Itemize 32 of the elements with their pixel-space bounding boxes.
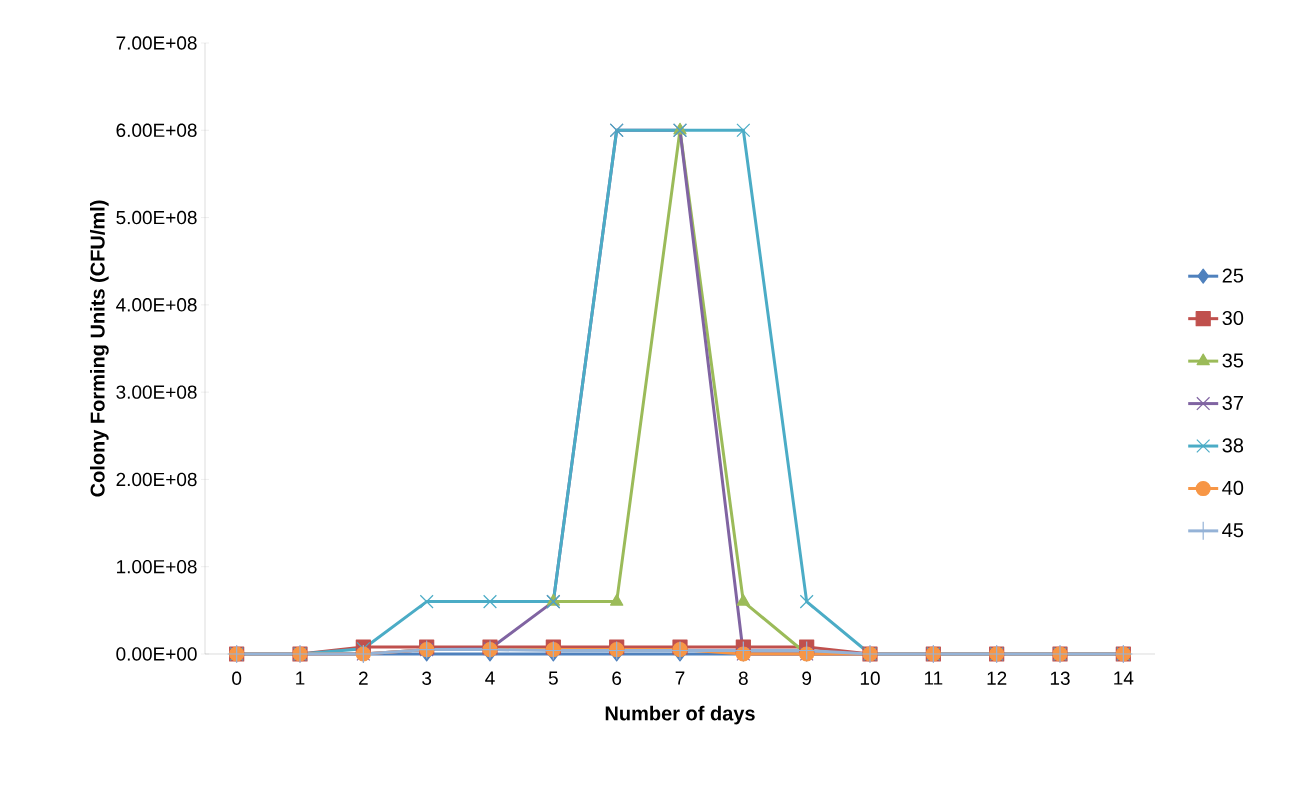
x-axis-title: Number of days — [605, 705, 755, 725]
x-tick-label: 7 — [675, 671, 685, 685]
x-tick-label: 8 — [738, 671, 748, 685]
x-tick-label: 12 — [987, 671, 1007, 685]
x-tick-label: 5 — [548, 671, 558, 685]
x-tick-label: 0 — [232, 671, 242, 685]
y-axis-title: Colony Forming Units (CFU/ml) — [90, 200, 109, 497]
x-tick-label: 4 — [485, 671, 495, 685]
legend-label: 35 — [1222, 353, 1244, 368]
y-tick-label: 4.00E+08 — [116, 298, 197, 312]
x-tick-label: 2 — [359, 671, 368, 685]
x-tick-label: 1 — [296, 671, 305, 685]
y-tick-label: 2.00E+08 — [116, 472, 197, 487]
x-tick-label: 13 — [1050, 671, 1070, 685]
y-tick-label: 0.00E+00 — [116, 647, 197, 661]
y-tick-label: 6.00E+08 — [116, 123, 197, 138]
legend-label: 38 — [1222, 438, 1244, 453]
x-tick-label: 6 — [612, 671, 622, 685]
x-tick-label: 14 — [1114, 671, 1134, 685]
x-tick-label: 11 — [924, 671, 943, 685]
y-tick-label: 3.00E+08 — [116, 385, 197, 399]
y-tick-label: 1.00E+08 — [117, 559, 197, 574]
x-tick-label: 10 — [860, 671, 880, 685]
legend-label: 30 — [1222, 310, 1244, 326]
legend-label: 25 — [1222, 268, 1244, 283]
y-tick-label: 5.00E+08 — [116, 210, 197, 225]
y-tick-label: 7.00E+08 — [116, 36, 197, 50]
legend-label: 40 — [1222, 480, 1244, 495]
legend-label: 45 — [1222, 523, 1244, 538]
x-tick-label: 9 — [802, 671, 812, 685]
legend-label: 37 — [1222, 395, 1243, 410]
x-tick-label: 3 — [422, 671, 432, 685]
